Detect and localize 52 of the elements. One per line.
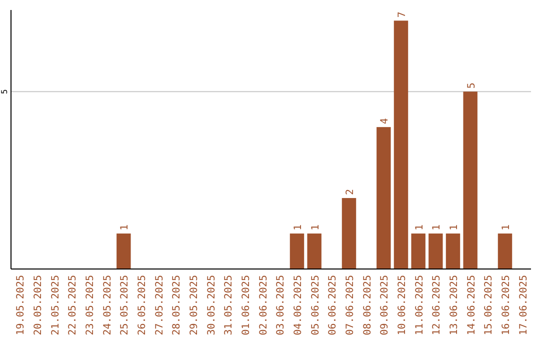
x-tick-label: 17.06.2025	[518, 275, 530, 336]
x-tick-label: 13.06.2025	[449, 275, 460, 336]
x-tick-label: 27.05.2025	[154, 275, 166, 336]
data-label: 1	[501, 224, 512, 231]
x-tick-label: 30.05.2025	[206, 275, 218, 336]
x-tick-label: 24.05.2025	[102, 275, 114, 336]
x-tick-label: 01.06.2025	[241, 275, 252, 336]
x-tick-label: 19.05.2025	[16, 275, 27, 336]
data-label: 1	[414, 224, 426, 231]
bar	[498, 234, 512, 269]
data-label: 1	[120, 224, 131, 231]
x-tick-label: 04.06.2025	[293, 275, 304, 336]
x-tick-label: 29.05.2025	[189, 275, 200, 336]
bar	[411, 234, 426, 269]
bar	[446, 234, 460, 269]
x-tick-label: 02.06.2025	[258, 275, 270, 336]
bar	[116, 234, 131, 269]
x-tick-label: 12.06.2025	[432, 275, 443, 336]
bar	[376, 127, 391, 269]
bar	[463, 92, 478, 269]
x-tick-label: 11.06.2025	[414, 275, 426, 336]
bar	[307, 234, 322, 269]
x-tick-label: 14.06.2025	[466, 275, 478, 336]
bar	[394, 20, 408, 269]
bar	[428, 234, 443, 269]
bar	[342, 198, 356, 269]
x-tick-label: 23.05.2025	[85, 275, 96, 336]
data-label: 7	[397, 12, 408, 18]
x-tick-label: 25.05.2025	[120, 275, 131, 336]
data-label: 1	[293, 224, 304, 231]
data-label: 2	[345, 189, 356, 196]
data-label: 1	[310, 224, 322, 231]
x-tick-label: 28.05.2025	[172, 275, 183, 336]
x-tick-label: 31.05.2025	[224, 275, 235, 336]
data-label: 4	[380, 118, 391, 124]
x-tick-label: 08.06.2025	[362, 275, 374, 336]
data-label: 1	[449, 224, 460, 231]
x-tick-label: 21.05.2025	[50, 275, 62, 336]
x-tick-label: 22.05.2025	[68, 275, 79, 336]
x-tick-label: 09.06.2025	[380, 275, 391, 336]
data-label: 5	[466, 82, 478, 89]
x-tick-label: 16.06.2025	[501, 275, 512, 336]
x-tick-label: 15.06.2025	[484, 275, 495, 336]
x-tick-label: 06.06.2025	[328, 275, 339, 336]
x-tick-label: 20.05.2025	[33, 275, 44, 336]
x-tick-label: 26.05.2025	[137, 275, 148, 336]
x-tick-label: 05.06.2025	[310, 275, 322, 336]
x-tick-label: 03.06.2025	[276, 275, 287, 336]
bar	[290, 234, 304, 269]
x-tick-label: 10.06.2025	[397, 275, 408, 336]
x-tick-label: 07.06.2025	[345, 275, 356, 336]
data-label: 1	[432, 224, 443, 231]
